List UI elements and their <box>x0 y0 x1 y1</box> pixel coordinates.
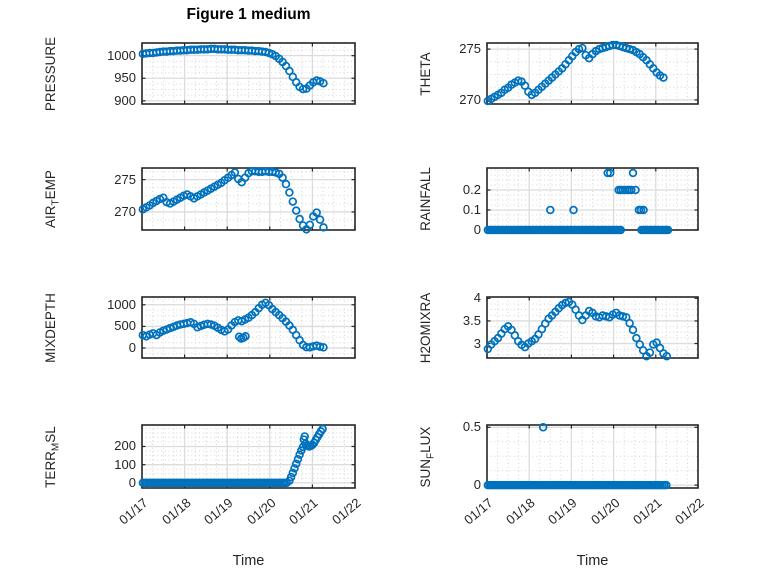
minor-grid <box>487 425 698 488</box>
plot-air-temp <box>138 166 356 234</box>
y-axis-label-sun-flux: SUNFLUX <box>418 426 437 487</box>
y-tick-label: 200 <box>114 438 136 454</box>
y-tick-label: 270 <box>459 91 481 107</box>
y-axis-label-theta: THETA <box>418 51 433 96</box>
plot-h2omixra <box>483 296 699 361</box>
y-axis-label-terr-msl: TERRMSL <box>43 425 62 488</box>
y-axis-label-mixdepth: MIXDEPTH <box>43 292 58 363</box>
data-points <box>483 297 672 361</box>
tick-marks <box>141 297 356 358</box>
x-axis-title-left: Time <box>232 553 265 569</box>
minor-grid <box>487 168 698 230</box>
major-grid <box>487 168 698 230</box>
plot-rainfall <box>483 167 699 235</box>
y-tick-label: 0 <box>473 477 481 493</box>
y-tick-label: 0.2 <box>462 182 481 197</box>
plot-sun-flux <box>483 423 699 490</box>
data-points <box>138 424 327 488</box>
data-points <box>138 166 328 234</box>
data-points <box>483 423 671 490</box>
y-tick-label: 950 <box>114 70 136 86</box>
y-axis-label-pressure: PRESSURE <box>43 36 58 111</box>
y-axis-label-air-temp: AIRTEMP <box>43 170 62 228</box>
y-tick-label: 1000 <box>107 296 136 312</box>
y-tick-label: 0.1 <box>462 202 481 217</box>
data-points <box>138 298 328 352</box>
y-tick-label: 275 <box>459 41 481 57</box>
y-tick-label: 3.5 <box>462 312 481 328</box>
y-tick-label: 0.5 <box>462 419 481 435</box>
minor-grid <box>487 297 698 358</box>
y-tick-label: 4 <box>473 290 481 306</box>
data-points <box>483 40 668 106</box>
minor-grid <box>142 43 355 104</box>
y-tick-label: 0 <box>128 474 136 490</box>
minor-grid <box>142 425 355 488</box>
plot-terr-msl <box>138 424 356 489</box>
y-tick-label: 0 <box>128 340 136 356</box>
data-points <box>483 168 673 235</box>
y-tick-label: 275 <box>114 171 136 187</box>
y-tick-label: 3 <box>473 335 481 351</box>
tick-marks <box>141 43 356 104</box>
figure-title: Figure 1 medium <box>186 6 311 23</box>
y-axis-label-rainfall: RAINFALL <box>418 167 433 231</box>
y-tick-label: 1000 <box>107 47 136 63</box>
x-axis-title-right: Time <box>576 553 609 569</box>
y-tick-label: 500 <box>114 318 136 334</box>
y-tick-label: 0 <box>473 222 481 237</box>
y-tick-label: 900 <box>114 92 136 108</box>
y-tick-label: 100 <box>114 456 136 472</box>
data-points <box>138 44 328 94</box>
y-tick-label: 270 <box>114 203 136 219</box>
plot-theta <box>483 40 699 106</box>
plot-mixdepth <box>138 296 356 359</box>
plot-pressure <box>138 42 356 105</box>
